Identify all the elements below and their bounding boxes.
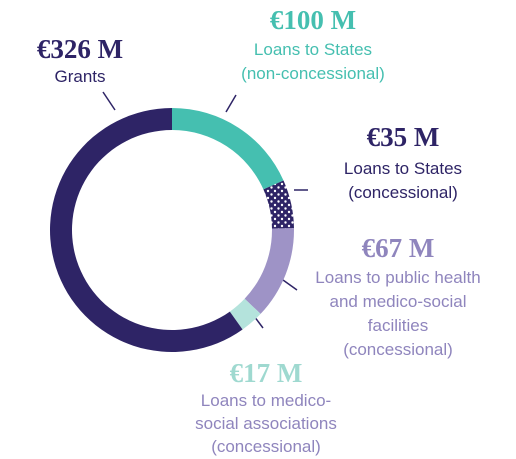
donut-segment (50, 108, 243, 352)
category-label: and medico-social (329, 292, 466, 311)
category-label: Loans to medico- (201, 391, 331, 410)
category-label: Loans to public health (315, 268, 480, 287)
category-label: (non-concessional) (241, 64, 385, 83)
category-label: social associations (195, 414, 337, 433)
donut-segment (172, 108, 284, 190)
donut-segment (263, 180, 294, 229)
leader-line (102, 91, 116, 111)
value-label: €326 M (37, 34, 123, 64)
donut-segment (244, 228, 294, 314)
category-label: Loans to States (254, 40, 372, 59)
category-label: facilities (368, 316, 428, 335)
value-label: €67 M (362, 233, 435, 263)
value-label: €100 M (270, 5, 356, 35)
category-label: (concessional) (348, 183, 458, 202)
leader-line (282, 279, 298, 291)
value-label: €35 M (367, 122, 440, 152)
category-label: (concessional) (343, 340, 453, 359)
category-label: Grants (54, 67, 105, 86)
donut-segment (229, 298, 261, 330)
value-label: €17 M (230, 358, 303, 388)
category-label: (concessional) (211, 437, 321, 456)
leader-line (225, 94, 237, 113)
category-label: Loans to States (344, 159, 462, 178)
